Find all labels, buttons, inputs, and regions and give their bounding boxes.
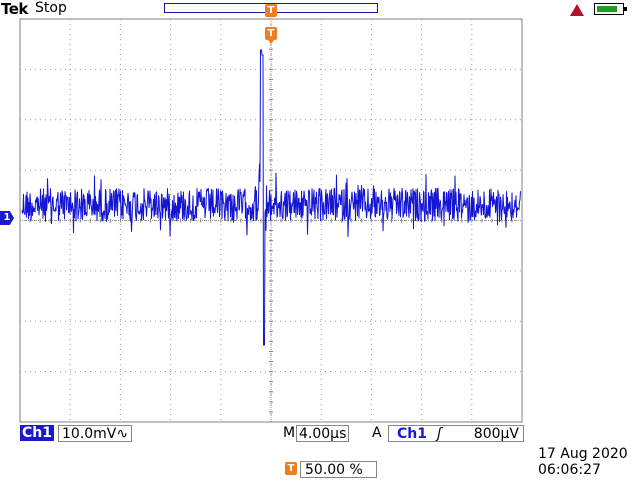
graticule [19, 18, 523, 423]
trigger-position-readout[interactable]: 50.00 % [300, 461, 377, 478]
trigger-record-marker-icon: T [265, 4, 277, 17]
battery-icon [594, 3, 627, 15]
rising-edge-slope-icon: ʃ [437, 426, 442, 442]
trigger-position-icon: T [285, 462, 297, 475]
coupling-ac-icon: ∿ [116, 426, 129, 442]
channel-label[interactable]: Ch1 [20, 425, 54, 441]
trigger-position-marker-icon[interactable]: T [265, 27, 277, 44]
trigger-source: Ch1 [397, 426, 427, 442]
timebase-label: M [283, 425, 296, 441]
trigger-readout[interactable]: Ch1 ʃ 800µV [388, 425, 524, 442]
warning-triangle-icon [570, 4, 584, 16]
timebase-readout[interactable]: 4.00µs [296, 425, 350, 442]
ch1-ground-marker-icon[interactable]: 1 [0, 211, 14, 225]
date-readout: 17 Aug 2020 [538, 446, 628, 462]
time-readout: 06:06:27 [538, 462, 601, 478]
oscilloscope-display [19, 18, 523, 423]
trigger-mode-label: A [372, 425, 382, 441]
channel-scale-value: 10.0mV [62, 426, 117, 442]
channel-scale-readout[interactable]: 10.0mV∿ [58, 425, 133, 442]
brand-logo: Tek [1, 0, 28, 18]
waveform-trace [21, 49, 521, 346]
acquisition-state: Stop [35, 0, 67, 16]
trigger-level: 800µV [473, 426, 519, 442]
